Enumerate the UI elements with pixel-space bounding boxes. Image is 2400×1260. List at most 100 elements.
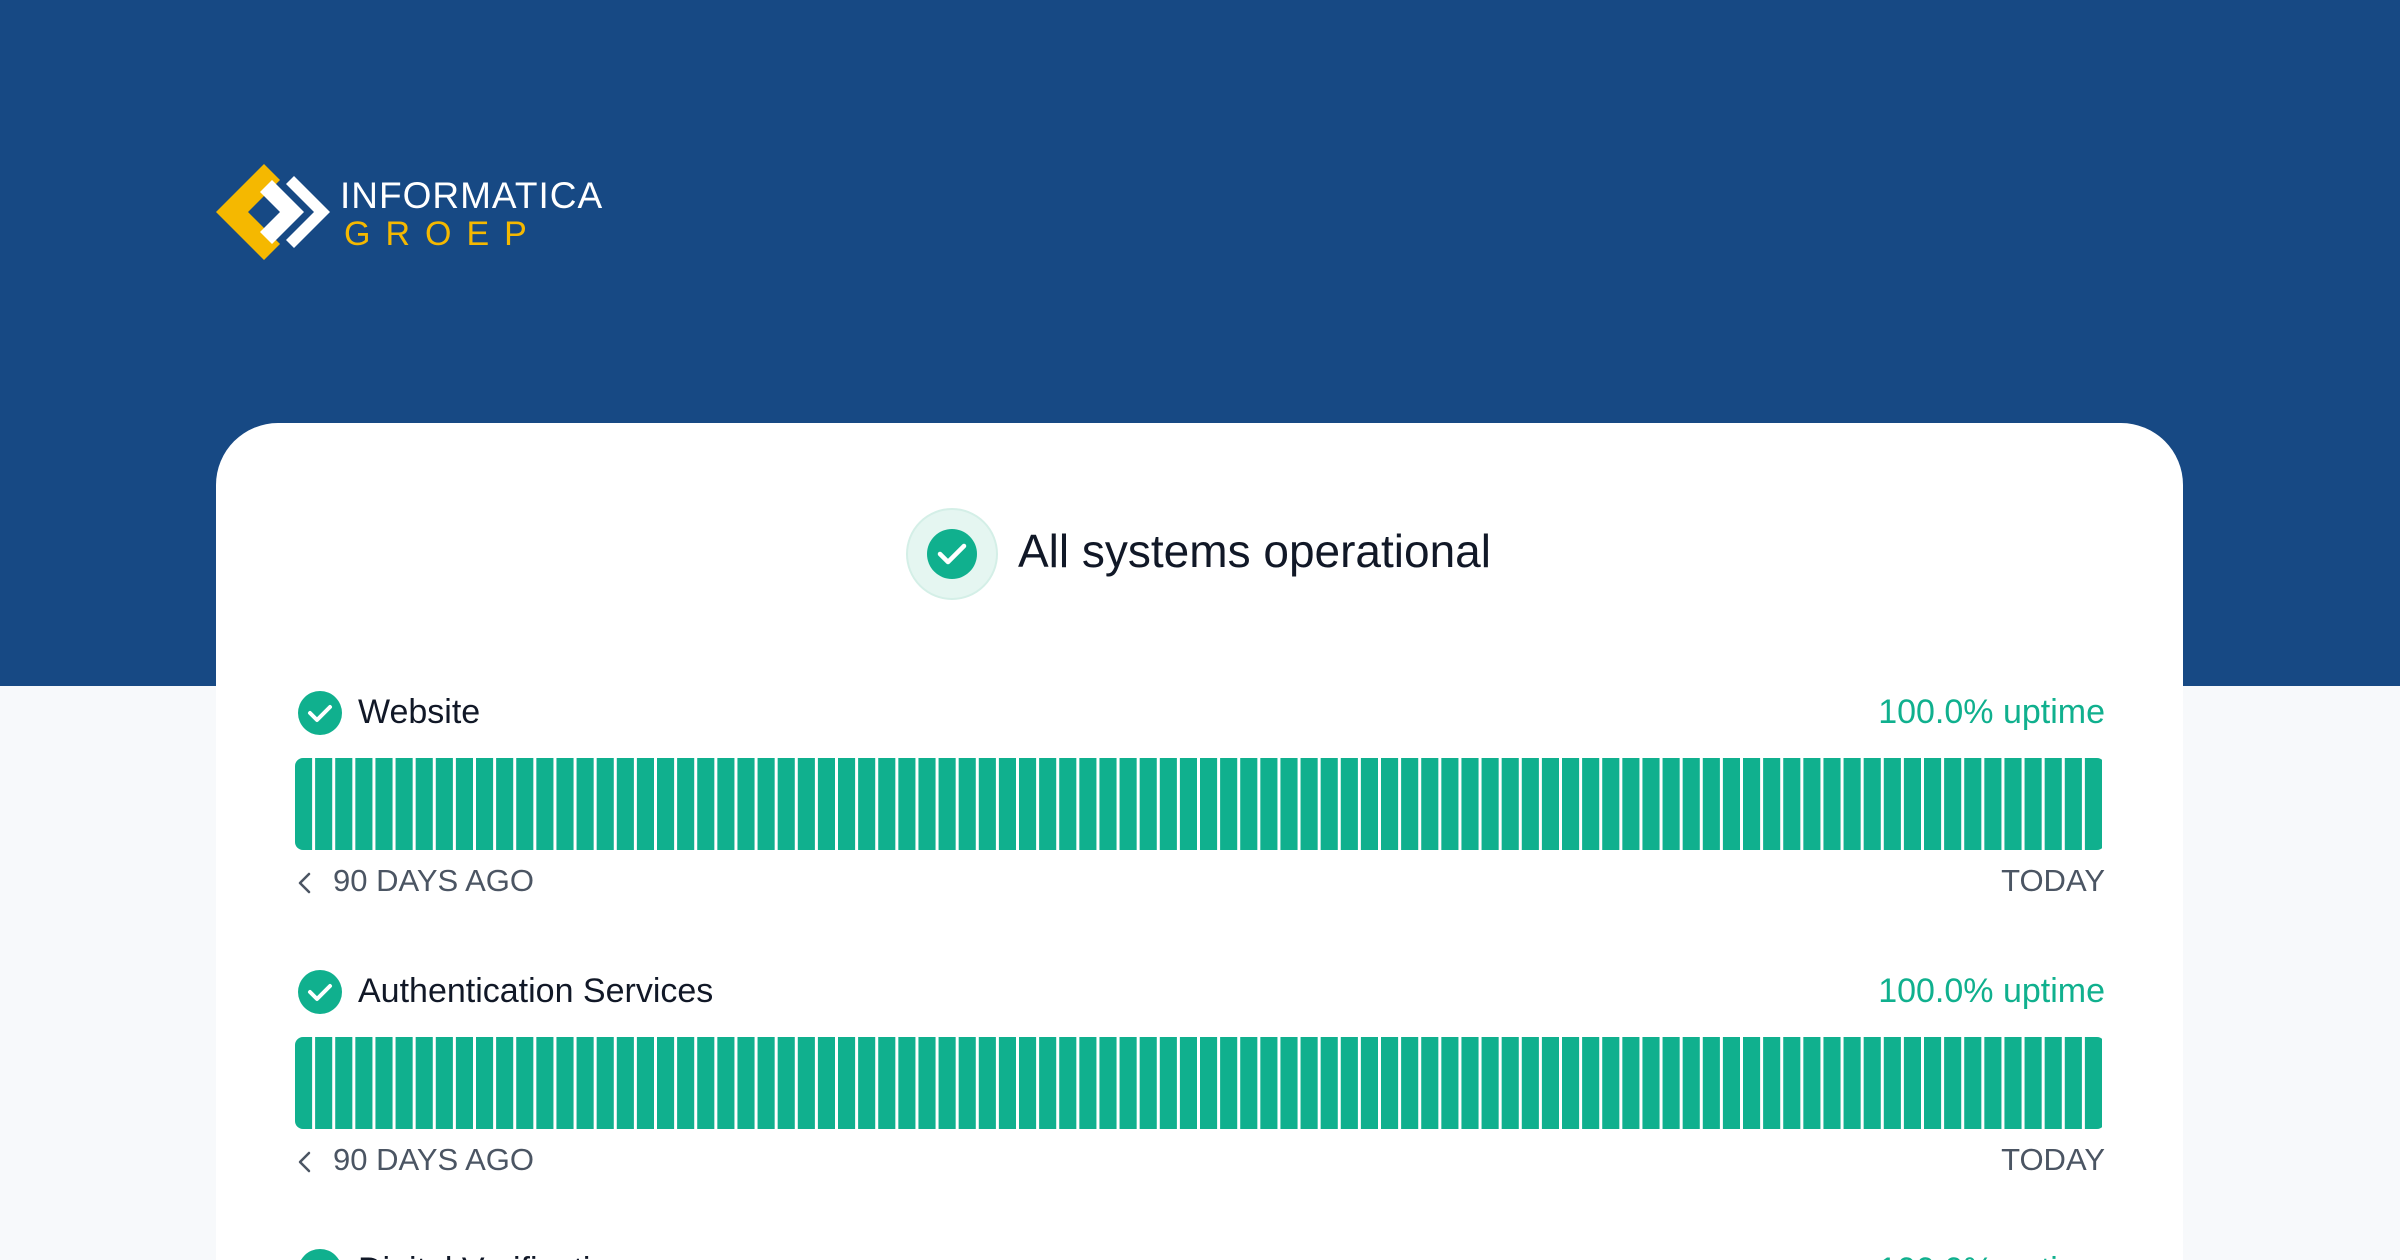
uptime-day-bar <box>1039 1037 1057 1129</box>
service-row: Digital Verification 100.0% uptime <box>300 1249 2105 1260</box>
uptime-day-bar <box>355 758 373 850</box>
uptime-day-bar <box>375 758 393 850</box>
uptime-day-bar <box>938 758 956 850</box>
uptime-day-bar <box>1883 758 1901 850</box>
uptime-day-bar <box>1622 758 1640 850</box>
uptime-day-bar <box>1964 1037 1982 1129</box>
history-chevron <box>298 872 311 894</box>
uptime-day-bar <box>677 1037 695 1129</box>
uptime-day-bar <box>858 758 876 850</box>
status-title: All systems operational <box>1018 525 1491 577</box>
uptime-day-bar <box>2084 758 2102 850</box>
history-chevron <box>298 1151 311 1173</box>
uptime-day-bar <box>1662 1037 1680 1129</box>
uptime-day-bar <box>315 758 333 850</box>
uptime-day-bar <box>1582 1037 1600 1129</box>
logo-line2: GROEP <box>344 215 542 253</box>
uptime-day-bar <box>657 758 675 850</box>
uptime-day-bar <box>797 1037 815 1129</box>
uptime-day-bar <box>2024 758 2042 850</box>
uptime-day-bar <box>455 1037 473 1129</box>
uptime-day-bar <box>757 1037 775 1129</box>
uptime-day-bar <box>1320 1037 1338 1129</box>
uptime-day-bar <box>596 1037 614 1129</box>
uptime-day-bar <box>1984 1037 2002 1129</box>
uptime-day-bar <box>1763 1037 1781 1129</box>
uptime-bars <box>295 1037 2102 1129</box>
uptime-day-bar <box>1300 758 1318 850</box>
service-check <box>308 984 332 1001</box>
service-uptime: 100.0% uptime <box>1878 693 2105 731</box>
uptime-day-bar <box>576 1037 594 1129</box>
uptime-day-bar <box>1079 758 1097 850</box>
uptime-day-bar <box>1200 758 1218 850</box>
uptime-day-bar <box>958 758 976 850</box>
uptime-day-bar <box>1200 1037 1218 1129</box>
uptime-day-bar <box>1019 758 1037 850</box>
uptime-day-bar <box>1924 1037 1942 1129</box>
uptime-day-bar <box>1562 758 1580 850</box>
uptime-day-bar <box>1863 1037 1881 1129</box>
uptime-day-bar <box>1541 758 1559 850</box>
uptime-day-bar <box>1924 758 1942 850</box>
uptime-day-bar <box>978 1037 996 1129</box>
uptime-day-bar <box>1521 758 1539 850</box>
uptime-day-bar <box>1441 1037 1459 1129</box>
uptime-day-bar <box>1381 1037 1399 1129</box>
uptime-day-bar <box>697 758 715 850</box>
uptime-day-bar <box>1743 1037 1761 1129</box>
uptime-day-bar <box>1481 1037 1499 1129</box>
uptime-day-bar <box>1360 758 1378 850</box>
uptime-day-bar <box>898 1037 916 1129</box>
uptime-day-bar <box>1079 1037 1097 1129</box>
history-end-label: TODAY <box>2001 1142 2105 1177</box>
service-name: Digital Verification <box>358 1251 628 1260</box>
uptime-day-bar <box>1280 758 1298 850</box>
uptime-day-bar <box>1903 1037 1921 1129</box>
uptime-day-bar <box>1280 1037 1298 1129</box>
uptime-day-bar <box>536 758 554 850</box>
uptime-day-bar <box>435 1037 453 1129</box>
history-start-label: 90 DAYS AGO <box>333 863 534 898</box>
uptime-day-bar <box>1662 758 1680 850</box>
uptime-day-bar <box>1501 758 1519 850</box>
uptime-day-bar <box>355 1037 373 1129</box>
uptime-day-bar <box>1039 758 1057 850</box>
uptime-day-bar <box>1984 758 2002 850</box>
uptime-day-bar <box>838 1037 856 1129</box>
service-row: Website 100.0% uptime 90 DAYS AGO TODAY <box>295 691 2105 898</box>
uptime-day-bar <box>737 1037 755 1129</box>
uptime-day-bar <box>2044 758 2062 850</box>
uptime-day-bar <box>2004 1037 2022 1129</box>
uptime-day-bar <box>295 758 313 850</box>
uptime-day-bar <box>1461 758 1479 850</box>
uptime-day-bar <box>1139 758 1157 850</box>
uptime-day-bar <box>395 1037 413 1129</box>
service-name: Authentication Services <box>358 972 713 1010</box>
uptime-day-bar <box>1622 1037 1640 1129</box>
uptime-day-bar <box>838 758 856 850</box>
uptime-day-bar <box>1501 1037 1519 1129</box>
uptime-day-bar <box>1562 1037 1580 1129</box>
uptime-day-bar <box>817 758 835 850</box>
uptime-day-bar <box>918 1037 936 1129</box>
service-uptime: 100.0% uptime <box>1878 1251 2105 1260</box>
uptime-day-bar <box>938 1037 956 1129</box>
uptime-day-bar <box>335 758 353 850</box>
uptime-day-bar <box>1843 1037 1861 1129</box>
uptime-day-bar <box>1179 1037 1197 1129</box>
uptime-day-bar <box>1220 1037 1238 1129</box>
uptime-day-bar <box>2064 1037 2082 1129</box>
uptime-day-bar <box>1381 758 1399 850</box>
uptime-day-bar <box>636 1037 654 1129</box>
uptime-day-bar <box>556 758 574 850</box>
uptime-day-bar <box>1763 758 1781 850</box>
uptime-day-bar <box>375 1037 393 1129</box>
uptime-day-bar <box>315 1037 333 1129</box>
uptime-day-bar <box>1843 758 1861 850</box>
logo[interactable]: INFORMATICA GROEP <box>216 164 603 260</box>
uptime-day-bar <box>335 1037 353 1129</box>
uptime-day-bar <box>998 758 1016 850</box>
uptime-day-bar <box>1803 758 1821 850</box>
uptime-day-bar <box>1360 1037 1378 1129</box>
